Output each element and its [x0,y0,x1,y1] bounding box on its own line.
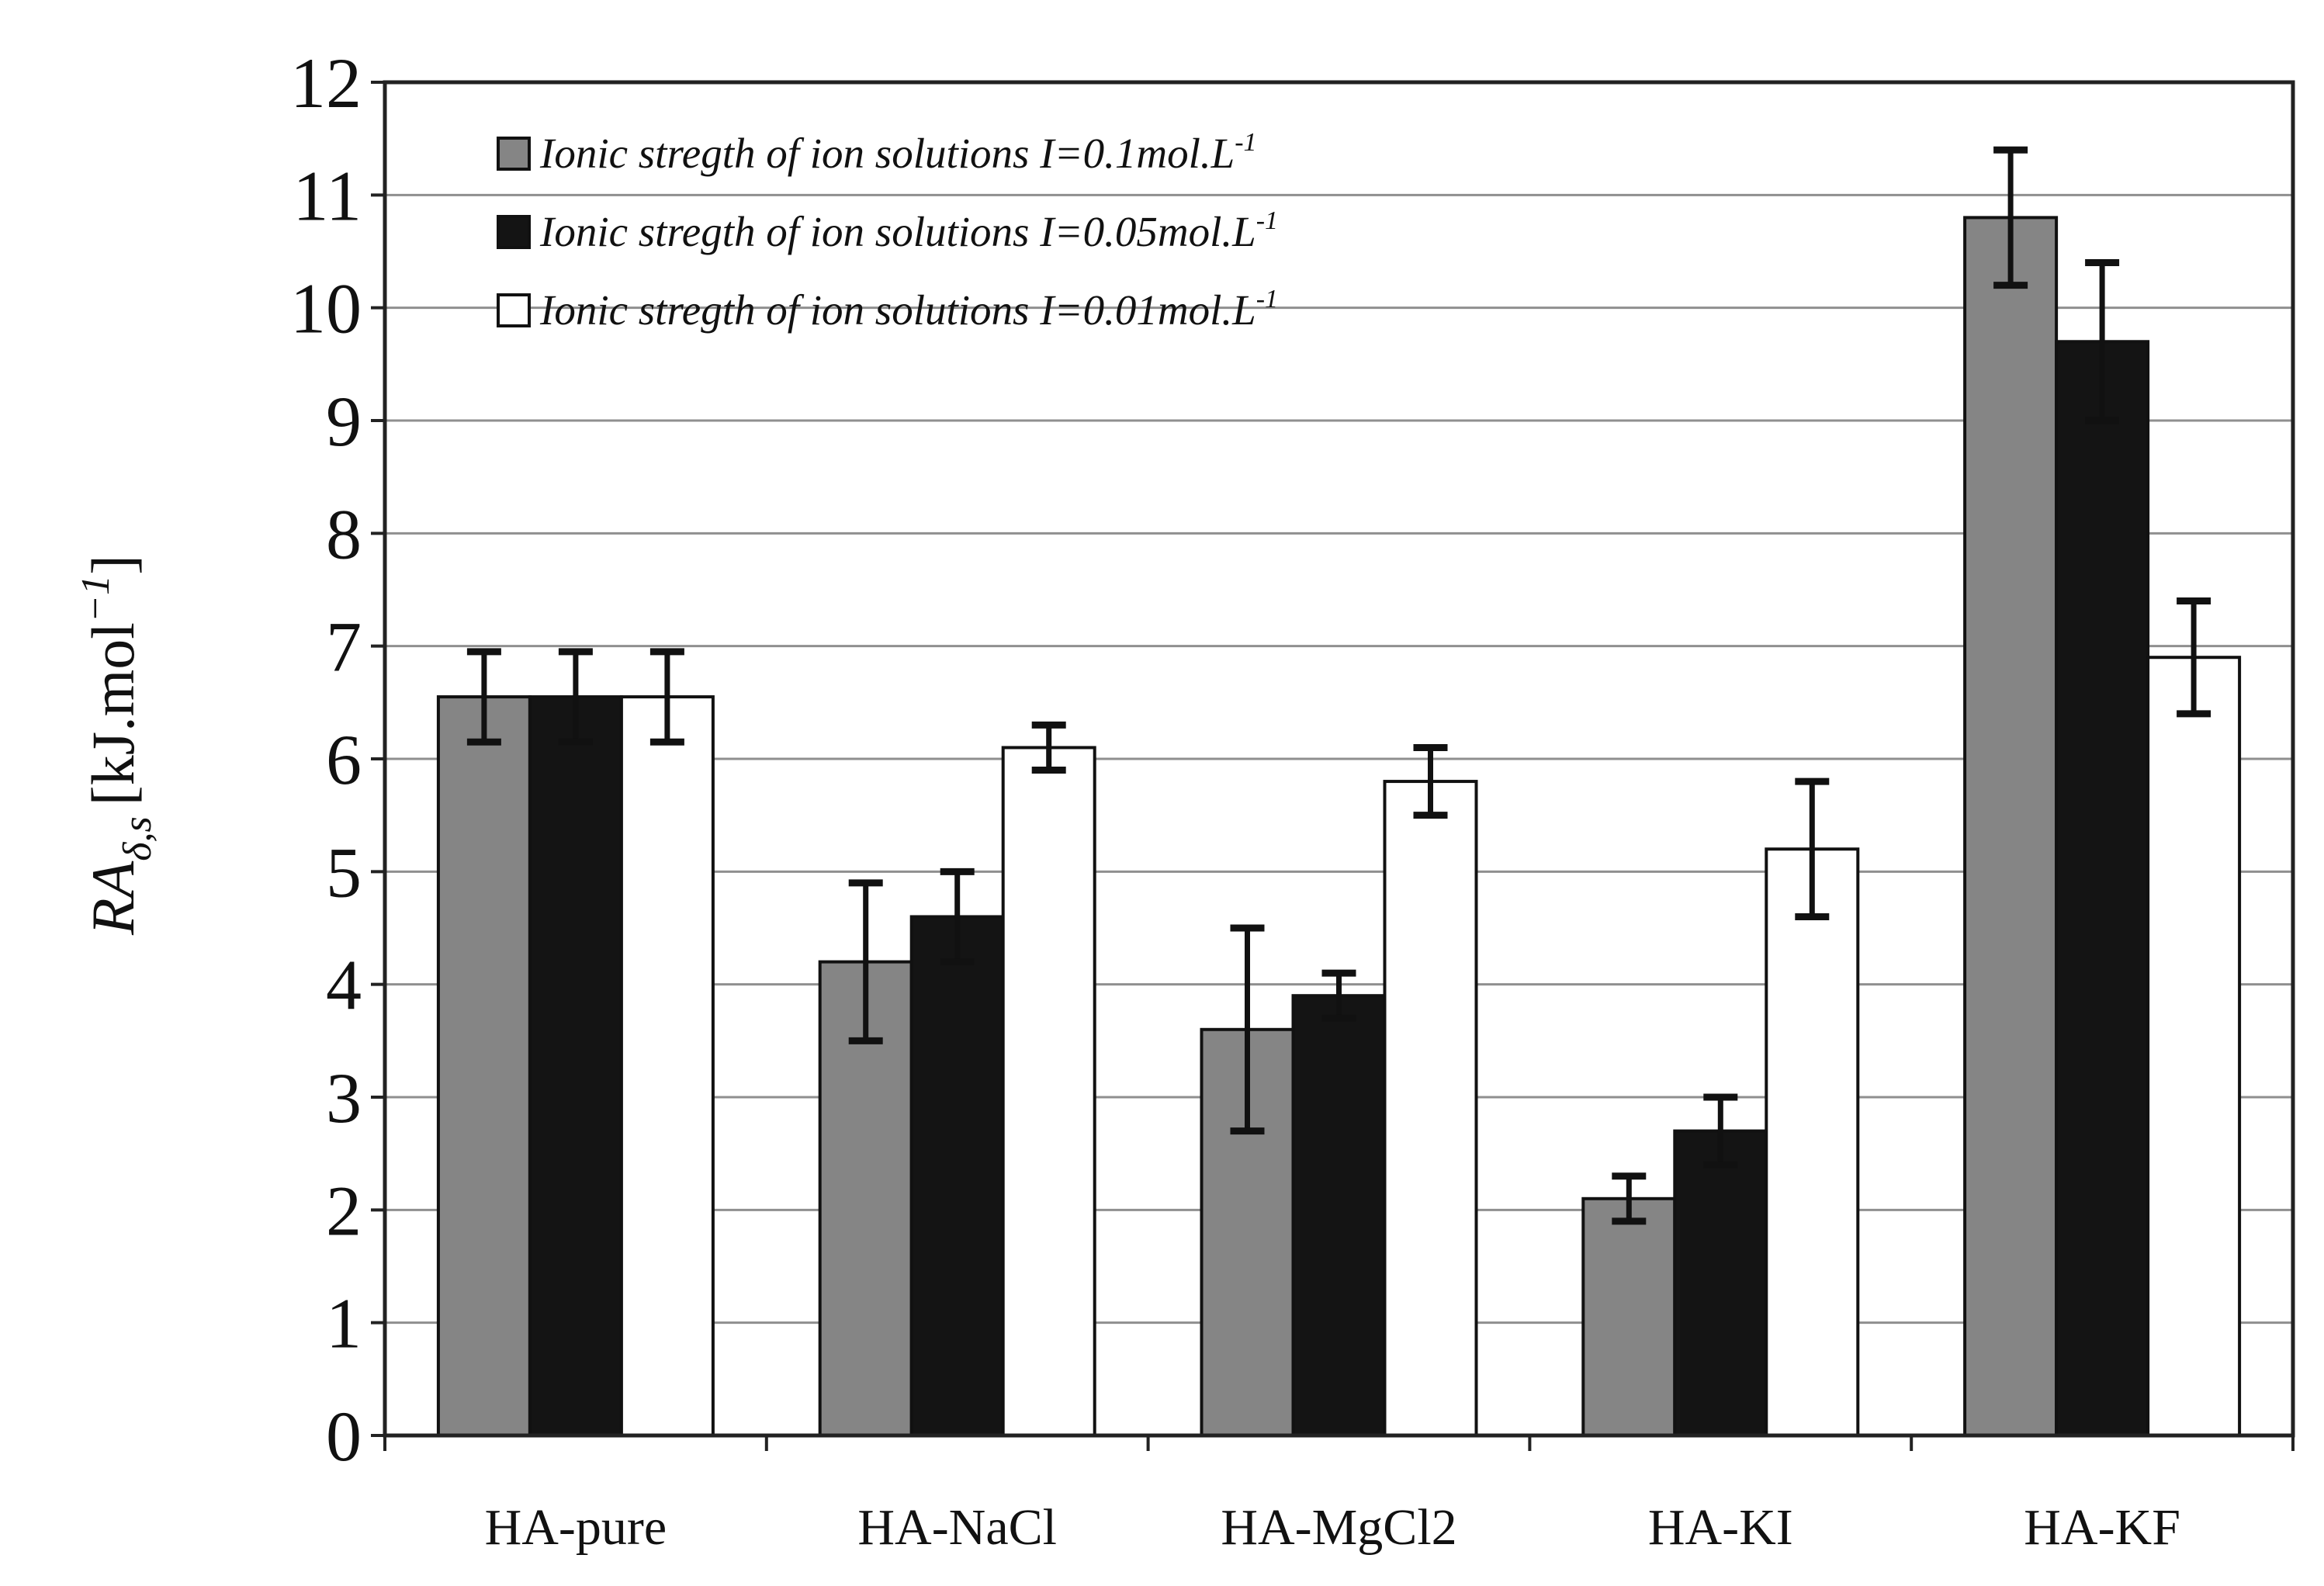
y-tick-label: 8 [326,494,362,573]
bar [619,695,715,1437]
y-axis-label-units: [kJ.mol [79,622,147,805]
x-category-label: HA-KI [1648,1499,1793,1556]
bar [436,695,532,1437]
y-tick-label: 6 [326,720,362,799]
legend-label: Ionic stregth of ion solutions I=0.01mol… [539,285,1278,334]
legend-swatch [497,137,531,171]
svg-text:RAδ,s[kJ.mol−1]: RAδ,s [kJ.mol−1] [74,555,160,936]
x-category-label: HA-MgCl2 [1221,1499,1456,1556]
y-tick-label: 11 [293,156,362,235]
legend-swatch [497,293,531,327]
legend-label: Ionic stregth of ion solutions I=0.05mol… [539,206,1278,255]
legend-swatch [497,215,531,249]
y-tick-label: 12 [290,43,362,123]
bar [909,915,1005,1437]
bar [2146,656,2242,1437]
x-category-label: HA-NaCl [857,1499,1057,1556]
x-category-label: HA-KF [2024,1499,2180,1556]
y-tick-label: 3 [326,1058,362,1138]
y-tick-label: 5 [326,833,362,912]
bar [1765,847,1860,1438]
y-tick-label: 2 [326,1171,362,1250]
bar [1291,994,1387,1437]
y-tick-label: 0 [326,1397,362,1476]
y-tick-label: 1 [326,1284,362,1363]
y-axis-label: RAδ,s [kJ.mol−1] [74,555,160,936]
bar [2055,340,2150,1437]
bar [1001,746,1096,1437]
y-tick-label: 7 [326,608,362,687]
y-tick-label: 9 [326,382,362,461]
y-axis-label-close: ] [79,555,147,575]
y-tick-label: 4 [326,946,362,1025]
bar [528,695,623,1437]
x-axis-ticks: HA-pure HA-NaCl HA-MgCl2 HA-KI HA-KF [383,1435,2295,1556]
y-axis-label-subscript: δ,s [116,816,160,861]
legend: Ionic stregth of ion solutions I=0.1mol.… [497,128,1278,334]
y-tick-label: 10 [290,269,362,348]
bar [1963,216,2059,1437]
bar [1673,1129,1768,1437]
y-axis-label-main: RA [79,861,147,936]
x-category-label: HA-pure [485,1499,667,1556]
error-bars [466,146,2211,1225]
bar [1581,1196,1677,1438]
y-axis-label-exponent: −1 [74,575,118,622]
bar [1383,780,1478,1437]
legend-label: Ionic stregth of ion solutions I=0.1mol.… [539,128,1257,177]
